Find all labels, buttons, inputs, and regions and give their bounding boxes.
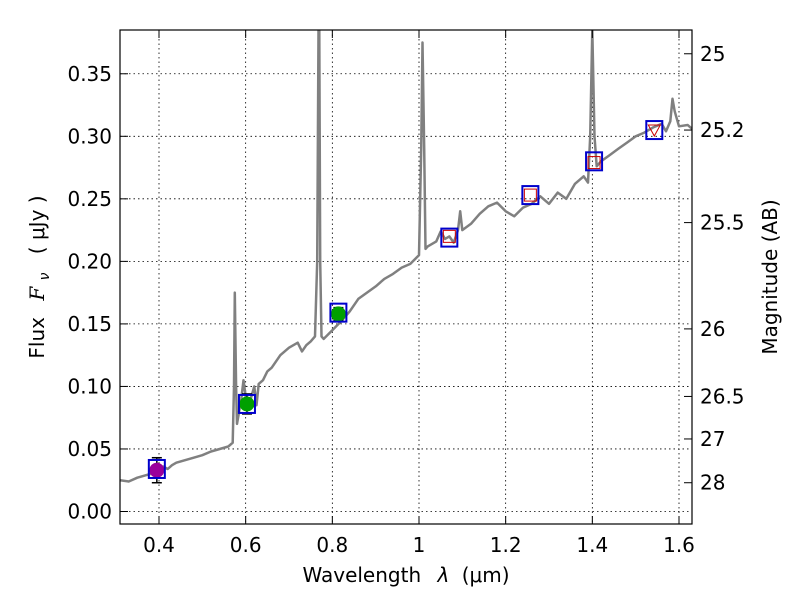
y-axis-title: Flux F ν ( μJy ) bbox=[25, 195, 54, 358]
y2-tick-label: 26 bbox=[700, 317, 725, 341]
observed-flux-point bbox=[239, 396, 255, 412]
y-axis-symbol: F bbox=[25, 286, 49, 302]
upper-limit-marker bbox=[442, 229, 456, 243]
y-axis-label: Flux bbox=[25, 317, 49, 359]
grid-lines bbox=[120, 30, 692, 524]
y2-tick-label: 27 bbox=[700, 427, 725, 451]
x-tick-label: 0.6 bbox=[230, 533, 262, 557]
model-magnitude-square bbox=[521, 185, 540, 206]
x-axis-title: Wavelength λ (μm) bbox=[302, 563, 509, 587]
x-tick-label: 1 bbox=[413, 533, 426, 557]
photometry-markers bbox=[147, 120, 664, 484]
upper-limit-marker bbox=[587, 156, 601, 170]
model-magnitude-square bbox=[329, 302, 348, 323]
x-axis-label: Wavelength bbox=[302, 563, 421, 587]
x-tick-label: 0.4 bbox=[143, 533, 175, 557]
y-tick-label: 0.35 bbox=[67, 62, 112, 86]
x-tick-label: 0.8 bbox=[316, 533, 348, 557]
y2-axis-ticks: 25 25.2 25.5 26 26.5 27 28 bbox=[684, 42, 745, 495]
y2-tick-label: 26.5 bbox=[700, 384, 745, 408]
y-tick-label: 0.30 bbox=[67, 124, 112, 148]
sed-model-line bbox=[120, 30, 692, 483]
y2-axis-title: Magnitude (AB) bbox=[758, 199, 782, 354]
y-tick-label: 0.05 bbox=[67, 437, 112, 461]
x-tick-label: 1.4 bbox=[576, 533, 608, 557]
model-magnitude-square bbox=[237, 393, 256, 414]
y-tick-label: 0.00 bbox=[67, 499, 112, 523]
x-tick-label: 1.6 bbox=[663, 533, 695, 557]
upper-limit-marker bbox=[523, 188, 537, 202]
upper-limit-marker bbox=[647, 124, 662, 138]
x-tick-label: 1.2 bbox=[490, 533, 522, 557]
y-axis-ticks: 0.00 0.05 0.10 0.15 0.20 0.25 0.30 0.35 bbox=[67, 62, 128, 523]
observed-flux-point bbox=[330, 306, 346, 322]
y-tick-label: 0.20 bbox=[67, 249, 112, 273]
y-axis-unit: ( μJy ) bbox=[25, 195, 49, 254]
y-axis-subscript: ν bbox=[37, 272, 53, 280]
observed-flux-point bbox=[149, 462, 165, 478]
y2-tick-label: 25 bbox=[700, 42, 725, 66]
y-tick-label: 0.25 bbox=[67, 187, 112, 211]
model-magnitude-square bbox=[585, 151, 604, 172]
x-axis-ticks: 0.4 0.6 0.8 1 1.2 1.4 1.6 bbox=[143, 30, 695, 557]
y-tick-label: 0.10 bbox=[67, 374, 112, 398]
model-magnitude-square bbox=[645, 120, 664, 141]
x-axis-unit: (μm) bbox=[462, 563, 510, 587]
model-magnitude-square bbox=[147, 458, 166, 479]
x-axis-symbol: λ bbox=[437, 563, 450, 587]
y2-tick-label: 25.5 bbox=[700, 211, 745, 235]
y2-tick-label: 25.2 bbox=[700, 118, 745, 142]
y-tick-label: 0.15 bbox=[67, 312, 112, 336]
plot-frame bbox=[119, 29, 693, 525]
y2-tick-label: 28 bbox=[700, 471, 725, 495]
model-magnitude-square bbox=[440, 227, 459, 248]
